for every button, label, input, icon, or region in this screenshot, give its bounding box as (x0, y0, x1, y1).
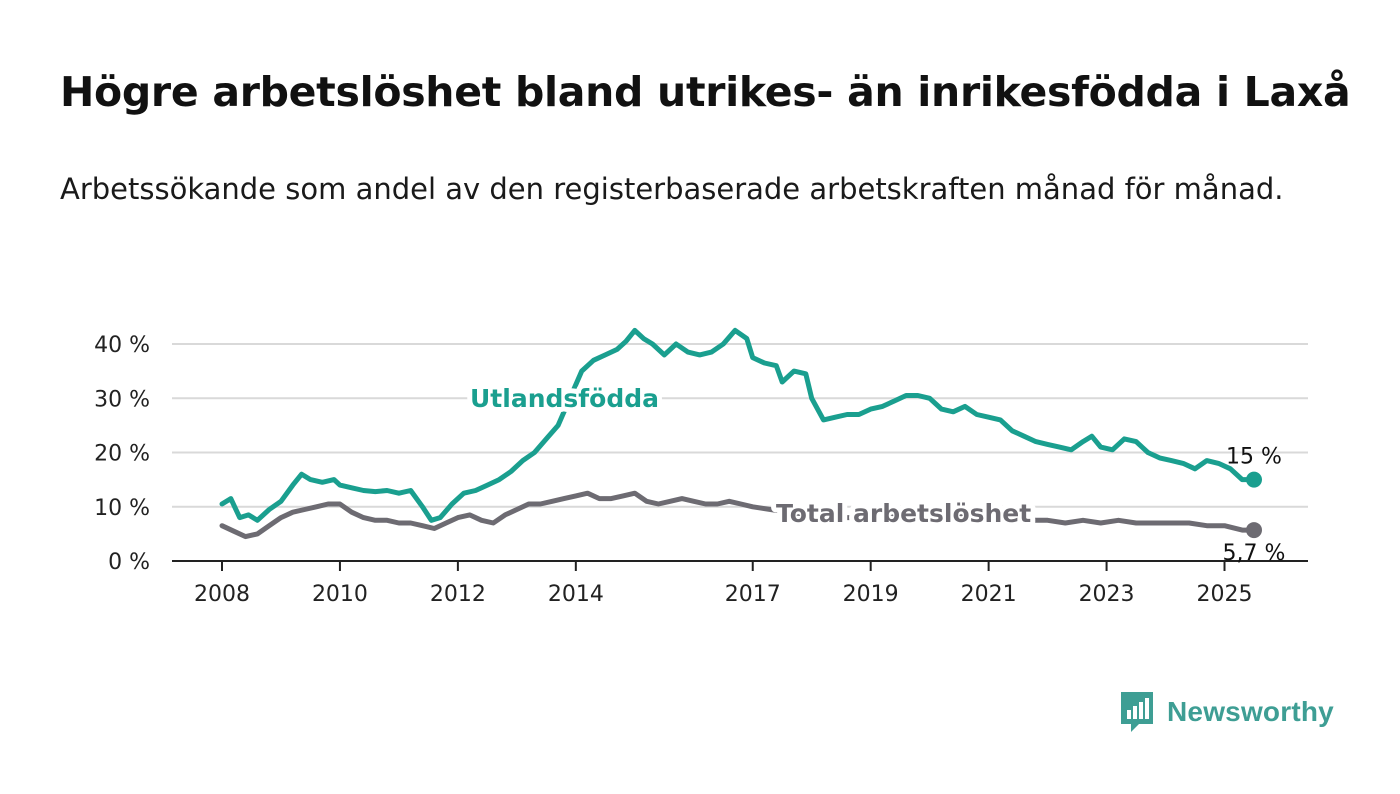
series-line (219, 327, 1257, 523)
x-tick-label: 2021 (961, 582, 1017, 607)
x-tick-label: 2010 (312, 582, 368, 607)
series-label: Utlandsfödda (470, 384, 659, 413)
y-tick-label: 40 % (94, 333, 150, 358)
series-lines (219, 327, 1262, 540)
series-end-point (1246, 522, 1262, 539)
gridlines (172, 343, 1308, 562)
chart-subtitle: Arbetssökande som andel av den registerb… (60, 172, 1284, 206)
x-tick-label: 2014 (548, 582, 604, 607)
series-label-halo: Total arbetslöshet (776, 499, 1031, 528)
x-tick-label: 2017 (725, 582, 781, 607)
x-axis-ticks: 2008 2010 2012 2014 2017 2019 2021 2023 2025 (194, 561, 1253, 607)
y-axis-ticks: 0 % 10 % 20 % 30 % 40 % (94, 333, 150, 575)
y-tick-label: 0 % (108, 550, 150, 575)
newsworthy-logo-icon (1121, 692, 1153, 732)
brand-name: Newsworthy (1167, 696, 1334, 727)
series-label: Total arbetslöshet (776, 499, 1031, 528)
series-end-label: 5,7 % (1223, 541, 1286, 566)
x-tick-label: 2023 (1079, 582, 1135, 607)
x-tick-label: 2008 (194, 582, 250, 607)
series-label-halo: Utlandsfödda (470, 384, 659, 413)
brand-logo[interactable]: Newsworthy (1119, 690, 1334, 734)
series-line (219, 490, 1257, 540)
y-tick-label: 10 % (94, 496, 150, 521)
x-tick-label: 2012 (430, 582, 486, 607)
y-tick-label: 20 % (94, 442, 150, 467)
series-end-point (1246, 471, 1262, 488)
x-tick-label: 2019 (843, 582, 899, 607)
chart-title: Högre arbetslöshet bland utrikes- än inr… (60, 68, 1351, 116)
series-end-label: 15 % (1226, 445, 1282, 470)
x-tick-label: 2025 (1197, 582, 1253, 607)
y-tick-label: 30 % (94, 387, 150, 412)
